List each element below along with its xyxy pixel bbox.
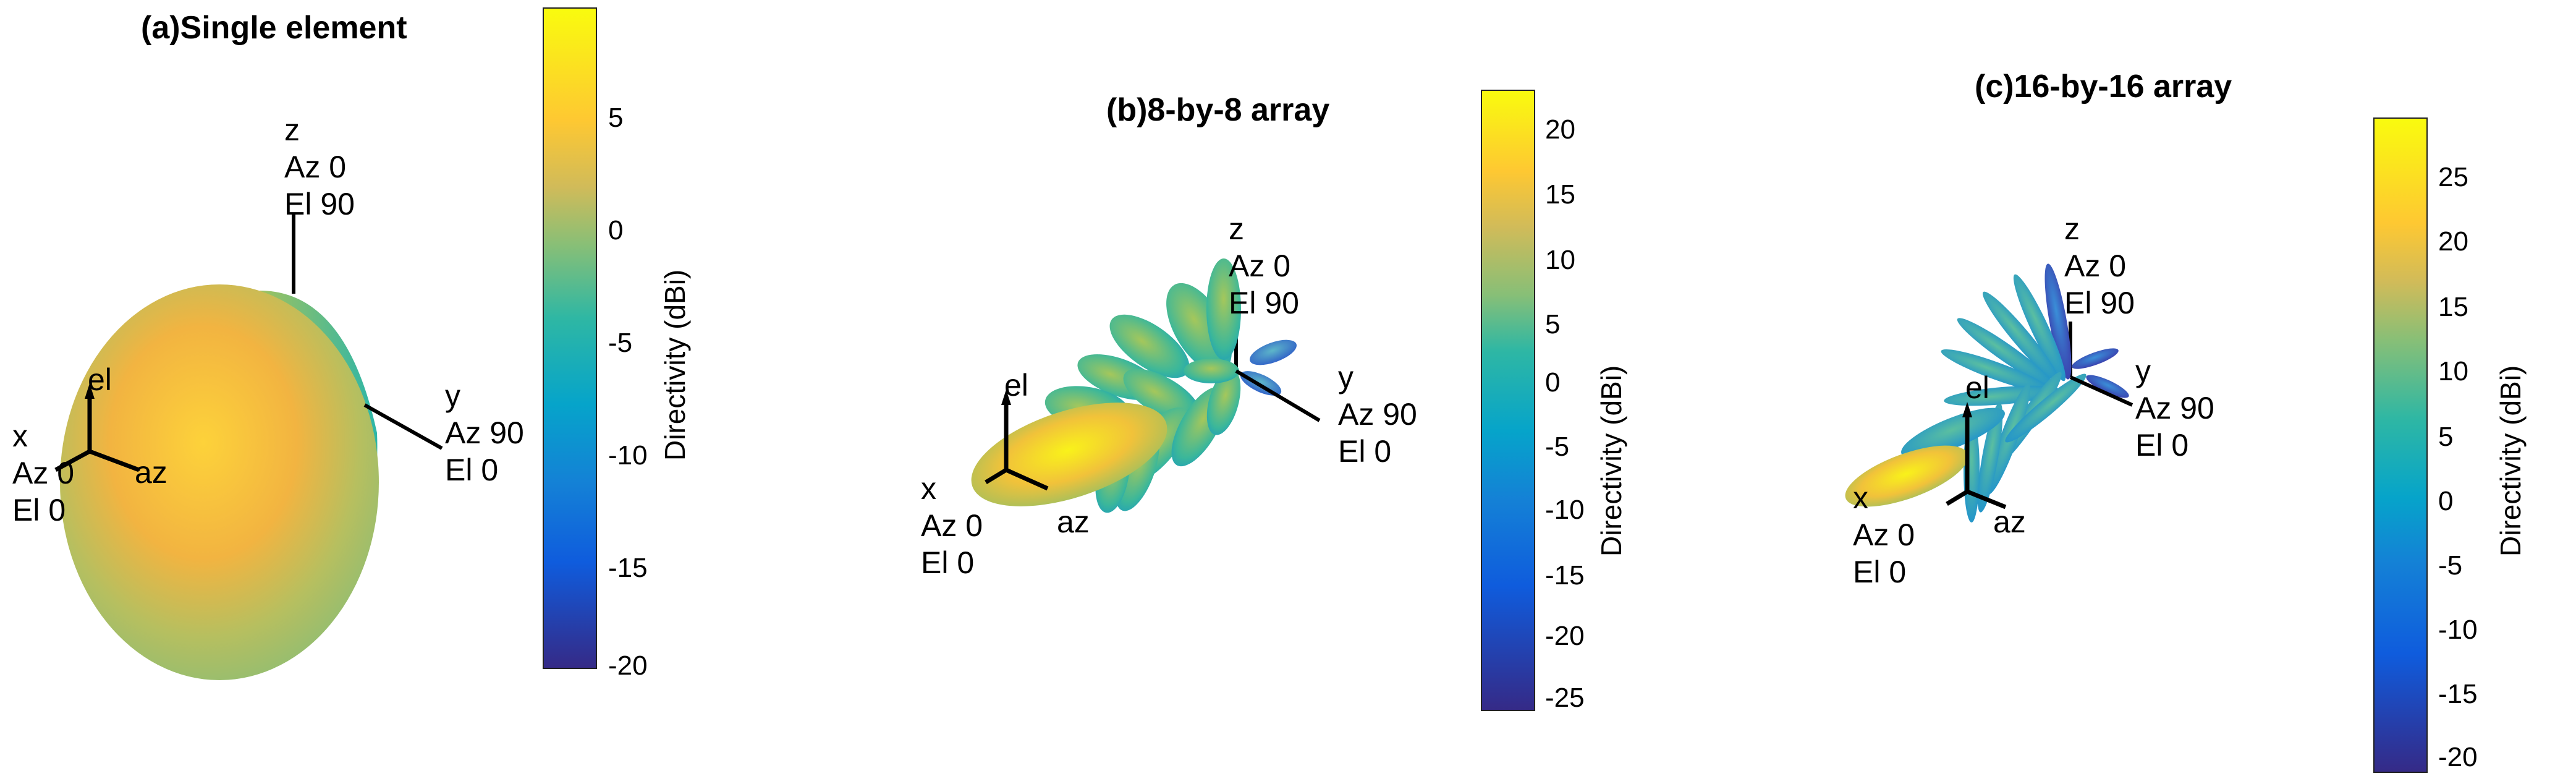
main-lobe	[971, 403, 1167, 506]
element-pattern-lobe	[60, 284, 379, 680]
colorbar-tick: 25	[2438, 162, 2468, 192]
colorbar	[1481, 90, 1535, 711]
panel-16x16-array: (c)16-by-16 array	[1786, 0, 2576, 776]
colorbar-tick: -25	[1545, 683, 1585, 713]
el-label: el	[1965, 370, 1989, 405]
colorbar-label: Directivity (dBi)	[659, 269, 691, 461]
x-axis-line	[985, 468, 1007, 484]
x-axis-label: x Az 0 El 0	[921, 471, 983, 580]
az-arrow	[1966, 489, 2007, 510]
radiation-pattern-3d	[54, 213, 443, 680]
el-label: el	[88, 362, 112, 397]
colorbar-tick: 15	[1545, 179, 1575, 210]
colorbar-tick: 5	[2438, 422, 2454, 452]
colorbar	[543, 7, 597, 669]
colorbar-tick: -15	[608, 553, 648, 583]
colorbar-tick: -15	[1545, 560, 1585, 591]
az-label: az	[1993, 505, 2026, 539]
panel-title: (a)Single element	[141, 10, 407, 46]
colorbar-tick: -15	[2438, 679, 2478, 709]
panel-8x8-array: (b)8-by-8 array	[878, 0, 1712, 776]
colorbar-tick: 10	[1545, 245, 1575, 275]
az-arrow	[1005, 467, 1049, 491]
colorbar-tick: -10	[1545, 495, 1585, 525]
az-arrow	[88, 449, 140, 472]
y-axis-label: y Az 90 El 0	[1338, 360, 1417, 469]
x-axis-line	[1946, 490, 1968, 506]
side-lobes	[1901, 263, 2129, 522]
colorbar-label: Directivity (dBi)	[1595, 365, 1627, 556]
colorbar-tick: -10	[608, 440, 648, 471]
colorbar-tick: -5	[2438, 550, 2463, 581]
panel-title: (b)8-by-8 array	[1106, 92, 1330, 128]
el-label: el	[1004, 368, 1028, 403]
az-label: az	[1057, 505, 1090, 539]
main-lobe	[1845, 445, 1968, 507]
colorbar-tick: 15	[2438, 292, 2468, 322]
colorbar-tick: 20	[1545, 114, 1575, 145]
z-axis-label: z Az 0 El 90	[1229, 211, 1299, 320]
colorbar-tick: -20	[2438, 742, 2478, 772]
colorbar-tick: 5	[1545, 309, 1561, 339]
x-axis-label: x Az 0 El 0	[1853, 480, 1915, 589]
colorbar-tick: 20	[2438, 226, 2468, 257]
colorbar-tick: -5	[608, 328, 633, 358]
z-axis-label: z Az 0 El 90	[2064, 211, 2135, 320]
colorbar-tick: 5	[608, 103, 624, 133]
colorbar-tick: 0	[608, 215, 624, 245]
colorbar-tick: -5	[1545, 432, 1570, 462]
y-axis-line	[363, 403, 443, 450]
x-axis-line	[54, 449, 91, 472]
y-axis-line	[1235, 369, 1321, 422]
colorbar	[2373, 117, 2428, 773]
colorbar-tick: -20	[608, 650, 648, 681]
colorbar-tick: 10	[2438, 356, 2468, 386]
colorbar-label: Directivity (dBi)	[2494, 365, 2527, 556]
colorbar-tick: 0	[2438, 486, 2454, 516]
y-axis-line	[2069, 375, 2133, 407]
colorbar-tick: 0	[1545, 367, 1561, 398]
colorbar-tick: -20	[1545, 621, 1585, 651]
z-axis-label: z Az 0 El 90	[284, 113, 355, 221]
radiation-pattern-3d	[1845, 263, 2133, 522]
y-axis-label: y Az 90 El 0	[2135, 354, 2214, 463]
radiation-pattern-3d	[971, 258, 1321, 513]
y-axis-label: y Az 90 El 0	[445, 378, 524, 487]
colorbar-tick: -10	[2438, 615, 2478, 645]
az-label: az	[135, 455, 167, 490]
x-axis-label: x Az 0 El 0	[12, 419, 75, 527]
panel-title: (c)16-by-16 array	[1975, 69, 2232, 104]
panel-single-element: (a)Single element z Az 0 El 90 y	[0, 0, 711, 776]
